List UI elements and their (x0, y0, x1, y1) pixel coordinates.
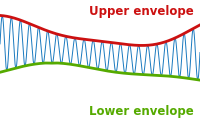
Text: Upper envelope: Upper envelope (89, 5, 194, 18)
Text: Lower envelope: Lower envelope (89, 105, 194, 118)
